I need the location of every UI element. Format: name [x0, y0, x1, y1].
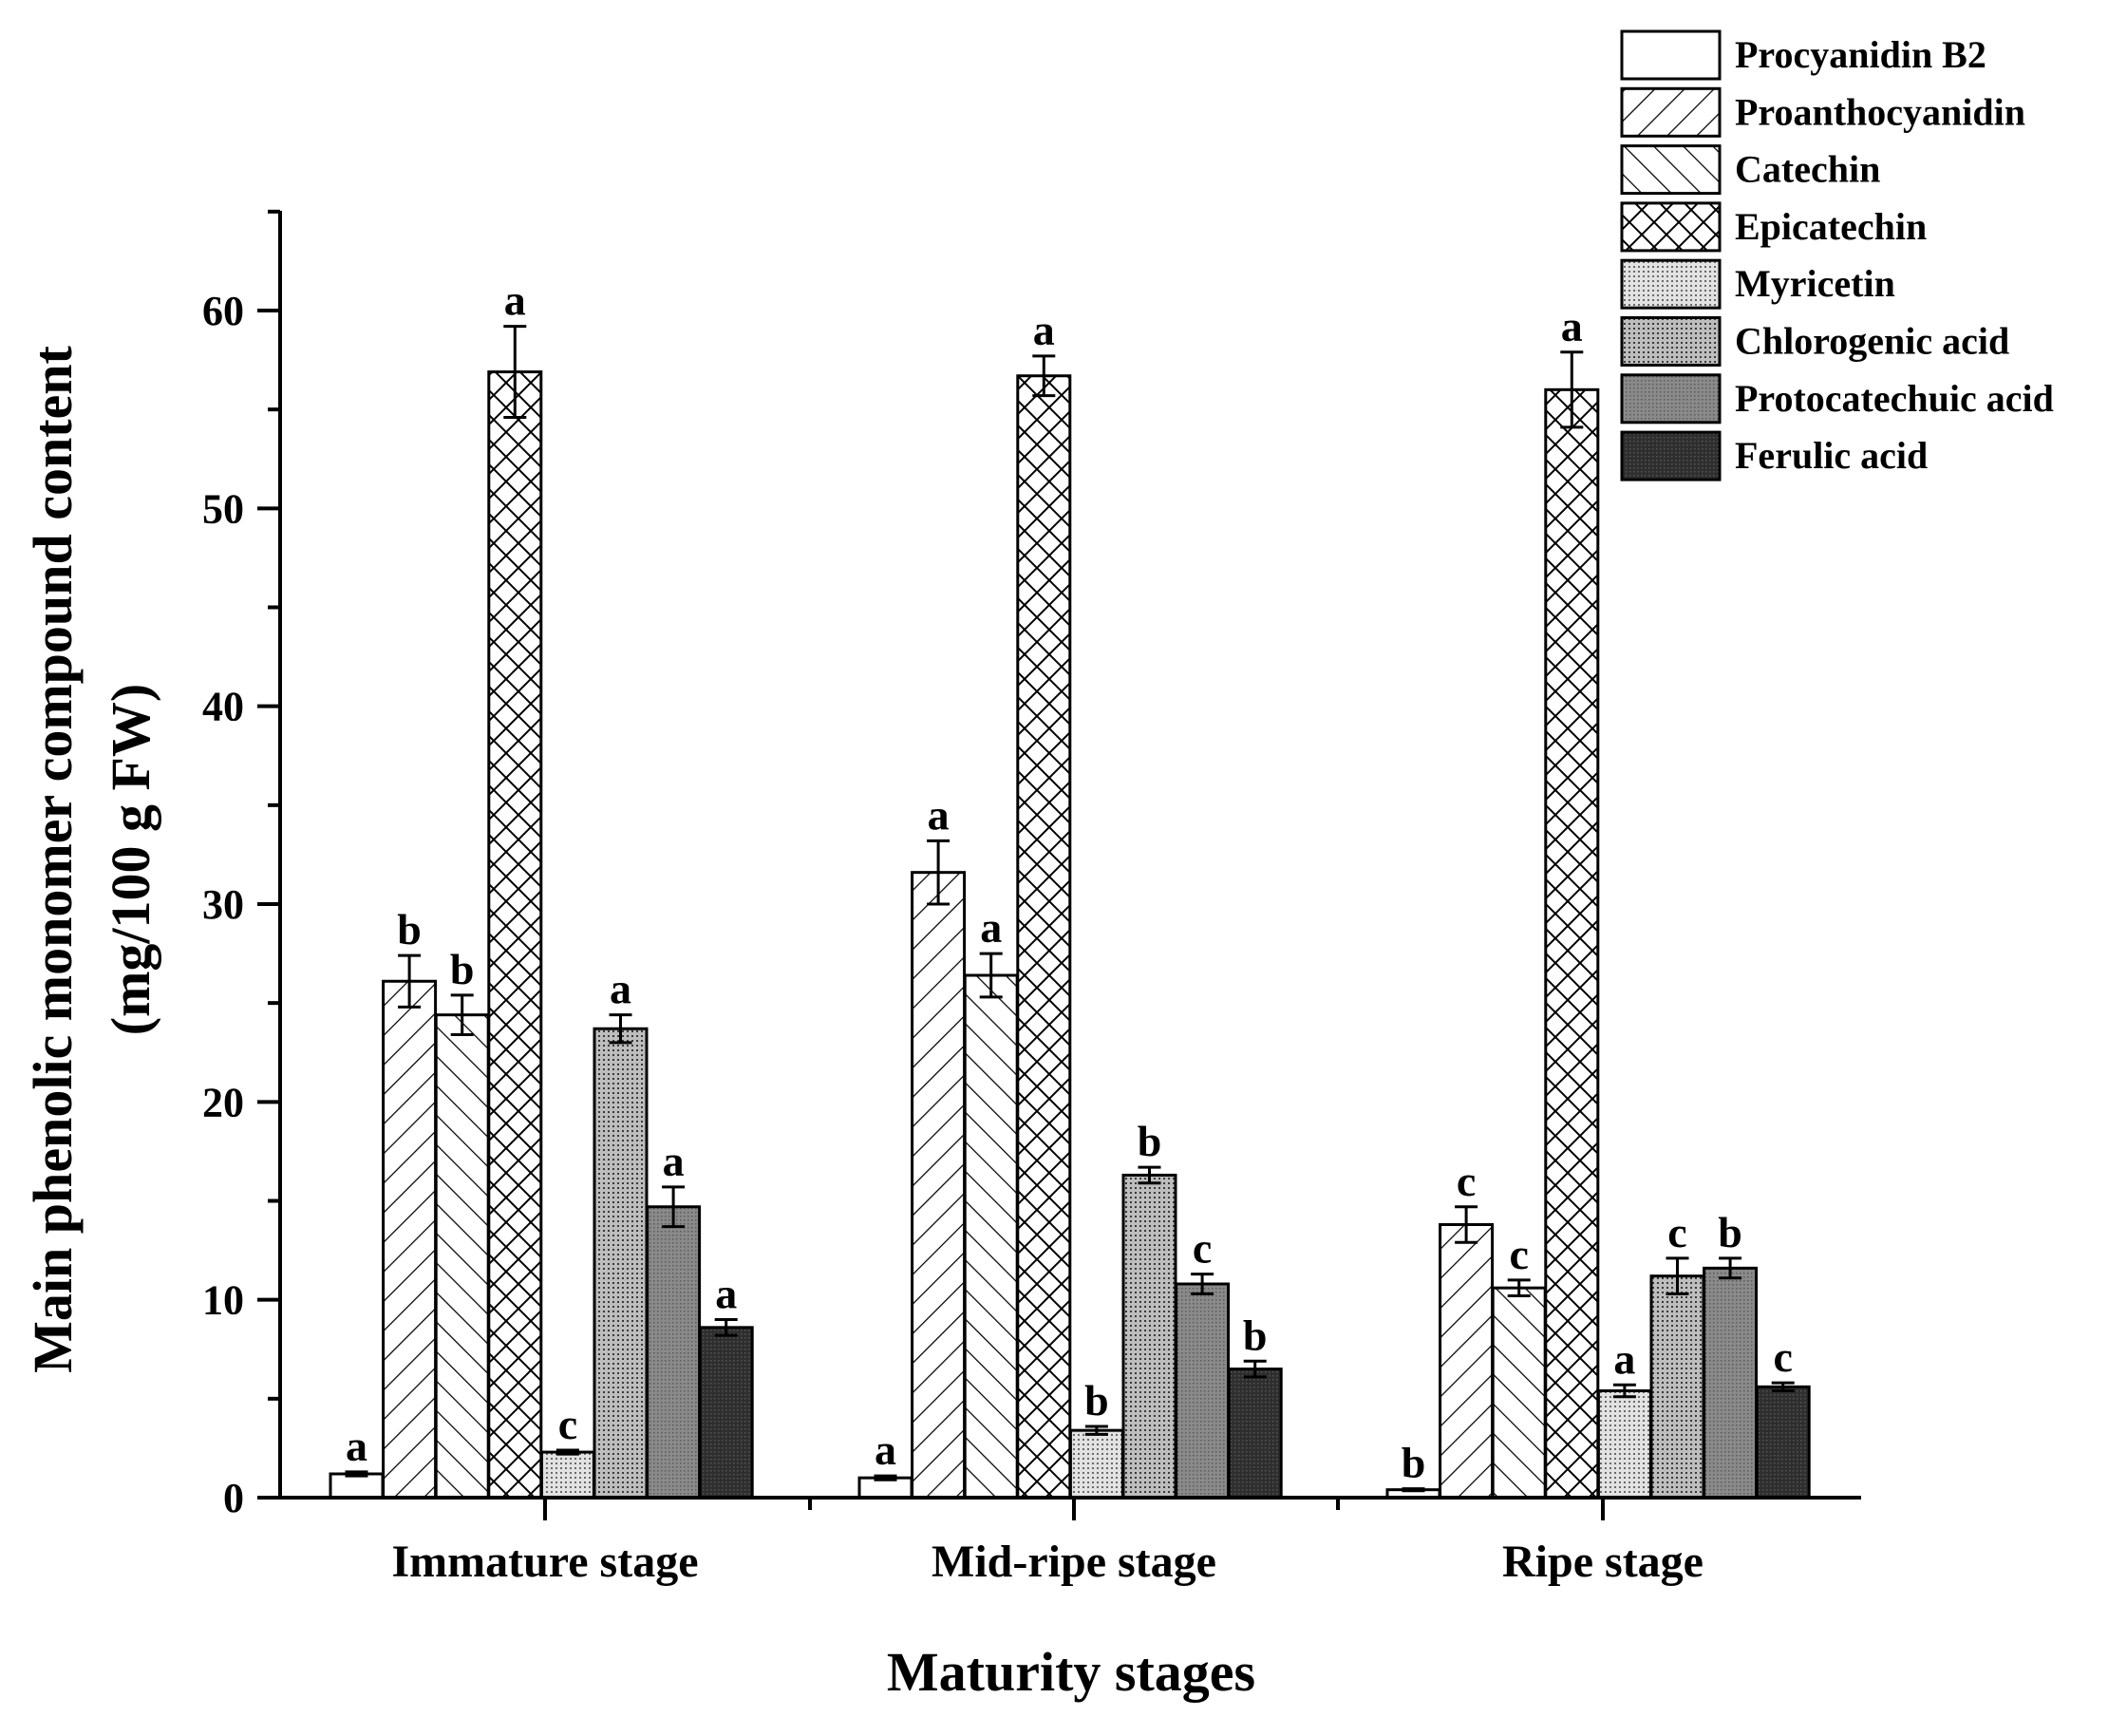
significance-label: b	[1402, 1439, 1426, 1487]
significance-label: c	[1667, 1208, 1686, 1256]
errorbars-layer	[345, 325, 1795, 1493]
bar	[1016, 374, 1072, 1500]
bar	[1175, 1282, 1231, 1500]
significance-label: c	[1773, 1332, 1792, 1381]
y-tick-label: 30	[202, 881, 244, 928]
y-tick-label: 20	[202, 1079, 244, 1125]
significance-label: a	[663, 1137, 685, 1185]
legend-swatch	[1620, 430, 1722, 481]
significance-label: c	[558, 1400, 577, 1448]
bar	[698, 1326, 754, 1500]
x-category-label: Mid-ripe stage	[932, 1537, 1216, 1587]
bar	[1121, 1173, 1177, 1500]
bar	[1439, 1223, 1495, 1500]
significance-label: a	[504, 276, 526, 325]
significance-label: a	[1561, 302, 1583, 350]
bar	[646, 1205, 702, 1500]
legend-label: Epicatechin	[1735, 205, 1927, 248]
y-axis-title-line2: (mg/100 g FW)	[100, 684, 161, 1036]
significance-label: b	[1718, 1208, 1742, 1256]
y-ticks: 0 10 20 30 40 50 60	[202, 209, 280, 1521]
significance-label: a	[928, 790, 950, 839]
bar	[434, 1013, 490, 1500]
significance-label: a	[610, 965, 631, 1013]
x-category-labels: Immature stage Mid-ripe stage Ripe stage	[391, 1498, 1703, 1587]
y-tick-label: 60	[202, 288, 244, 334]
y-tick-label: 50	[202, 485, 244, 532]
legend-label: Catechin	[1735, 148, 1880, 191]
axes	[278, 211, 1861, 1500]
significance-label: b	[1243, 1311, 1268, 1359]
x-category-label: Ripe stage	[1502, 1537, 1703, 1587]
significance-label: a	[1033, 306, 1055, 354]
legend: Procyanidin B2 Proanthocyanidin Catechin Ep…	[1620, 29, 2054, 481]
bar	[1068, 1428, 1124, 1500]
y-tick-label: 40	[202, 684, 244, 730]
bar	[911, 871, 967, 1500]
significance-label: b	[450, 945, 475, 993]
bar	[1491, 1286, 1547, 1500]
bars-layer	[329, 370, 1811, 1500]
y-axis-title-line1: Main phenolic monomer compound content	[22, 345, 84, 1372]
legend-swatch	[1620, 201, 1722, 253]
legend-swatch	[1620, 258, 1722, 310]
legend-swatch	[1620, 86, 1722, 138]
bar	[963, 973, 1019, 1500]
bar	[1649, 1274, 1705, 1500]
y-tick-label: 0	[223, 1475, 244, 1521]
significance-label: b	[397, 905, 422, 953]
y-tick-label: 10	[202, 1277, 244, 1324]
significance-label: a	[1613, 1334, 1635, 1383]
bar	[539, 1450, 595, 1500]
significance-label: a	[875, 1425, 896, 1474]
bar	[1703, 1266, 1759, 1500]
legend-label: Protocatechuic acid	[1735, 377, 2054, 420]
bar	[1544, 387, 1600, 1500]
legend-swatch	[1620, 373, 1722, 425]
legend-label: Procyanidin B2	[1735, 33, 1986, 76]
significance-label: a	[980, 903, 1002, 952]
legend-label: Ferulic acid	[1735, 434, 1928, 477]
significance-label: b	[1084, 1376, 1109, 1425]
bar	[593, 1027, 649, 1500]
significance-label: c	[1193, 1224, 1212, 1273]
legend-swatch	[1620, 29, 1722, 81]
bar	[1755, 1385, 1811, 1500]
significance-label: a	[346, 1422, 367, 1470]
x-category-label: Immature stage	[391, 1537, 698, 1587]
significance-label: c	[1509, 1230, 1528, 1278]
significance-label: a	[715, 1270, 737, 1318]
legend-label: Proanthocyanidin	[1735, 90, 2025, 133]
x-axis-title: Maturity stages	[887, 1641, 1255, 1703]
legend-swatch	[1620, 144, 1722, 196]
bar	[382, 979, 438, 1500]
legend-label: Myricetin	[1735, 262, 1895, 305]
bar	[329, 1472, 385, 1500]
significance-label: c	[1457, 1157, 1476, 1205]
legend-label: Chlorogenic acid	[1735, 320, 2009, 363]
bar	[487, 370, 543, 1500]
legend-swatch	[1620, 316, 1722, 367]
significance-label: b	[1138, 1117, 1162, 1165]
bar	[1227, 1368, 1283, 1500]
bar	[1596, 1389, 1652, 1500]
